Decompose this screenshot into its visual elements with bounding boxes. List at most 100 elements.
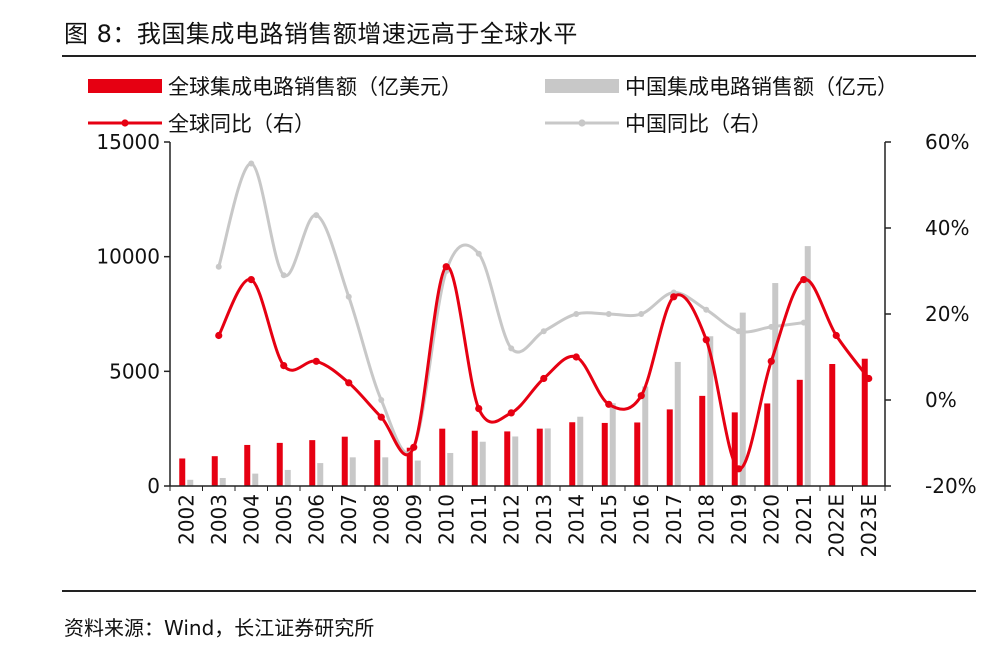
point-global-yoy-2016 — [637, 392, 645, 400]
point-china-yoy-2005 — [280, 272, 287, 279]
bar-global-2018 — [699, 395, 706, 486]
point-china-yoy-2012 — [508, 345, 515, 352]
left-tick-label: 10000 — [96, 245, 160, 269]
right-tick-label: -20% — [925, 474, 977, 498]
point-global-yoy-2019 — [735, 465, 743, 473]
bar-global-2002 — [179, 458, 186, 486]
x-tick-label: 2015 — [597, 494, 621, 545]
point-china-yoy-2004 — [248, 160, 255, 167]
right-tick-label: 40% — [925, 216, 969, 240]
bar-china-2016 — [642, 386, 649, 486]
point-global-yoy-2023E — [865, 374, 873, 383]
figure-title: 图 8：我国集成电路销售额增速远高于全球水平 — [64, 20, 578, 48]
point-global-yoy-2004 — [247, 276, 255, 284]
bar-china-2002 — [187, 479, 194, 486]
legend-marker-global-yoy — [121, 119, 129, 127]
point-china-yoy-2016 — [638, 311, 645, 317]
bar-china-2004 — [252, 473, 259, 486]
point-china-yoy-2020 — [768, 323, 775, 330]
x-tick-label: 2012 — [499, 494, 523, 545]
point-global-yoy-2009 — [410, 443, 418, 451]
point-global-yoy-2006 — [312, 357, 320, 365]
x-tick-label: 2010 — [434, 494, 458, 545]
x-tick-label: 2002 — [174, 494, 198, 545]
bar-china-2015 — [609, 403, 616, 486]
bar-global-2010 — [439, 428, 446, 486]
point-global-yoy-2021 — [800, 276, 808, 284]
point-global-yoy-2012 — [507, 409, 515, 417]
point-china-yoy-2008 — [378, 397, 385, 403]
x-tick-label: 2016 — [629, 494, 653, 545]
bar-global-2013 — [536, 428, 543, 486]
legend-swatch-china-sales — [545, 79, 619, 93]
point-global-yoy-2015 — [605, 400, 613, 408]
x-tick-label: 2009 — [402, 494, 426, 545]
x-tick-label: 2023E — [857, 494, 881, 558]
x-tick-label: 2019 — [727, 494, 751, 545]
bar-china-2006 — [317, 463, 324, 486]
point-global-yoy-2010 — [442, 263, 450, 271]
bar-china-2007 — [349, 457, 356, 486]
bar-china-2014 — [577, 416, 584, 486]
legend-label-china-sales: 中国集成电路销售额（亿元） — [625, 75, 898, 99]
bar-global-2012 — [504, 431, 511, 486]
point-china-yoy-2011 — [475, 250, 482, 257]
point-global-yoy-2014 — [572, 353, 580, 361]
point-global-yoy-2018 — [702, 336, 710, 344]
bar-china-2017 — [674, 361, 681, 486]
point-global-yoy-2013 — [540, 374, 548, 383]
bar-layer — [179, 246, 868, 486]
point-china-yoy-2007 — [345, 293, 352, 300]
bar-china-2003 — [219, 477, 226, 486]
left-tick-label: 5000 — [109, 359, 160, 383]
source-note: 资料来源：Wind，长江证券研究所 — [64, 616, 375, 640]
point-global-yoy-2008 — [377, 413, 385, 421]
bar-global-2003 — [211, 456, 218, 486]
bar-global-2022E — [829, 363, 836, 486]
line-layer — [215, 160, 873, 473]
bar-global-2021 — [796, 379, 803, 486]
legend-label-global-yoy: 全球同比（右） — [168, 112, 315, 136]
left-tick-label: 0 — [147, 474, 160, 498]
bar-global-2016 — [634, 422, 641, 486]
bar-china-2018 — [707, 336, 714, 486]
right-tick-label: 0% — [925, 388, 957, 412]
bar-china-2021 — [804, 246, 811, 486]
bar-global-2011 — [471, 430, 478, 486]
point-global-yoy-2005 — [280, 362, 288, 370]
bar-global-2015 — [601, 422, 608, 486]
bar-global-2020 — [764, 403, 771, 486]
x-tick-label: 2022E — [824, 494, 848, 558]
bar-china-2010 — [447, 452, 454, 486]
bar-china-2009 — [414, 460, 421, 486]
legend-label-global-sales: 全球集成电路销售额（亿美元） — [168, 75, 462, 99]
chart: 全球集成电路销售额（亿美元） 中国集成电路销售额（亿元） 全球同比（右） 中国同比（右… — [88, 75, 977, 558]
x-tick-label: 2008 — [369, 494, 393, 545]
x-tick-label: 2011 — [467, 494, 491, 545]
point-china-yoy-2015 — [605, 311, 612, 317]
x-tick-label: 2014 — [564, 494, 588, 545]
bar-china-2019 — [739, 312, 746, 486]
point-global-yoy-2003 — [215, 331, 223, 340]
x-tick-label: 2004 — [239, 494, 263, 545]
x-tick-label: 2013 — [532, 494, 556, 545]
bar-global-2006 — [309, 440, 316, 486]
bar-china-2020 — [772, 283, 779, 486]
legend-marker-china-yoy — [578, 119, 586, 127]
point-global-yoy-2022E — [832, 331, 840, 340]
bar-china-2012 — [512, 436, 519, 486]
bar-global-2019 — [731, 412, 738, 486]
bar-global-2005 — [276, 442, 283, 486]
right-tick-label: 20% — [925, 302, 969, 326]
bar-china-2011 — [479, 441, 486, 486]
axes: 0 5000 10000 15000 -20% 0% 20% 40% 60% 2002 2003 20… — [96, 130, 976, 558]
point-china-yoy-2021 — [800, 319, 807, 326]
bar-china-2008 — [382, 457, 389, 486]
point-china-yoy-2019 — [735, 328, 742, 335]
point-global-yoy-2007 — [345, 379, 353, 387]
x-tick-label: 2017 — [662, 494, 686, 545]
point-china-yoy-2018 — [703, 306, 710, 313]
legend-swatch-global-sales — [88, 79, 162, 93]
bar-global-2007 — [341, 436, 348, 486]
bar-global-2008 — [374, 440, 381, 486]
